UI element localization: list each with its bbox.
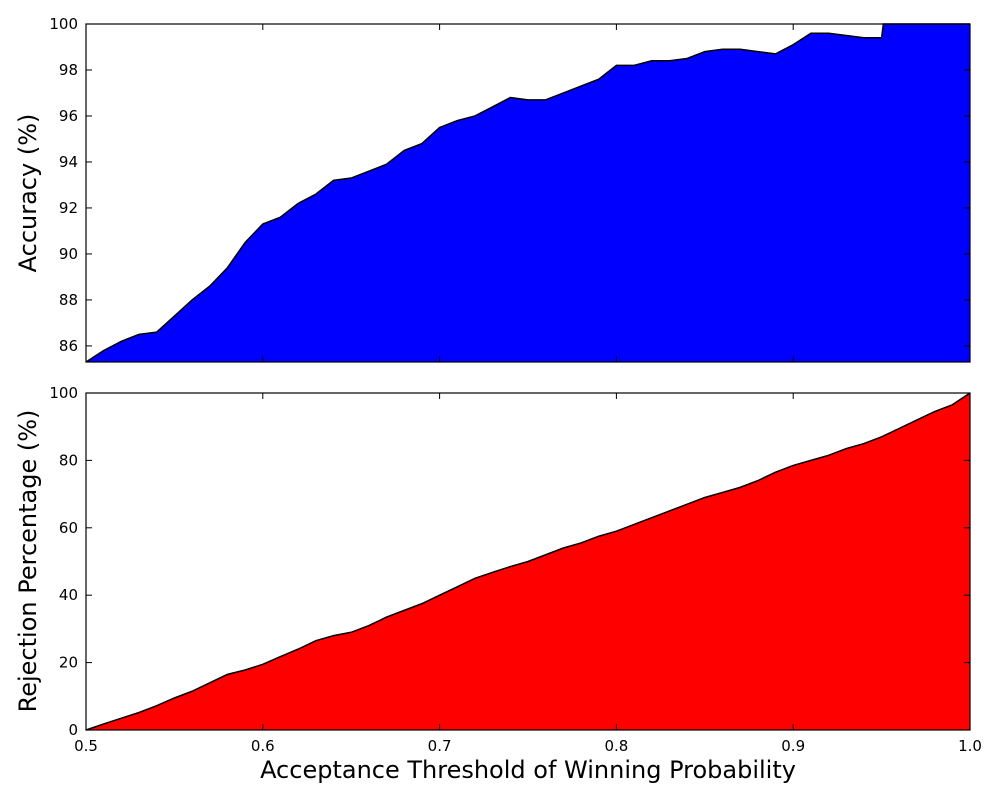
accuracy-ytick-label: 100 (49, 15, 78, 33)
accuracy-ytick-label: 90 (59, 245, 78, 263)
accuracy-ytick-label: 88 (59, 291, 78, 309)
rejection-ytick-label: 80 (59, 451, 78, 469)
accuracy-ytick-label: 92 (59, 199, 78, 217)
rejection-plot-frame (85, 392, 971, 731)
rejection-xlabel: Acceptance Threshold of Winning Probabil… (260, 756, 796, 784)
rejection-ticks: 0 20 40 60 80 100 0.5 0.6 0.7 0.8 0.9 1.0 (49, 384, 982, 755)
rejection-ytick-label: 0 (68, 721, 78, 739)
accuracy-area (86, 24, 970, 362)
accuracy-ylabel: Accuracy (%) (14, 114, 42, 273)
rejection-xtick-label: 0.6 (251, 737, 275, 755)
rejection-xtick-label: 0.9 (781, 737, 805, 755)
accuracy-line (85, 23, 970, 363)
rejection-ytick-label: 40 (59, 586, 78, 604)
rejection-ytick-label: 100 (49, 384, 78, 402)
accuracy-plot-frame (85, 23, 971, 363)
accuracy-ytick-label: 86 (59, 337, 78, 355)
rejection-panel: 0 20 40 60 80 100 0.5 0.6 0.7 0.8 0.9 1.0 Rejection… (14, 384, 982, 784)
accuracy-ticks: 86 88 90 92 94 96 98 100 (49, 15, 971, 362)
accuracy-panel: 86 88 90 92 94 96 98 100 Accuracy (%) (14, 15, 971, 363)
rejection-xtick-label: 1.0 (958, 737, 982, 755)
rejection-ytick-label: 20 (59, 654, 78, 672)
rejection-line (85, 392, 971, 731)
rejection-xtick-label: 0.8 (604, 737, 628, 755)
rejection-ylabel: Rejection Percentage (%) (14, 410, 42, 713)
rejection-ytick-label: 60 (59, 519, 78, 537)
accuracy-ytick-label: 96 (59, 107, 78, 125)
rejection-xtick-label: 0.7 (428, 737, 452, 755)
accuracy-ytick-label: 98 (59, 61, 78, 79)
accuracy-ytick-label: 94 (59, 153, 78, 171)
rejection-xtick-label: 0.5 (74, 737, 98, 755)
